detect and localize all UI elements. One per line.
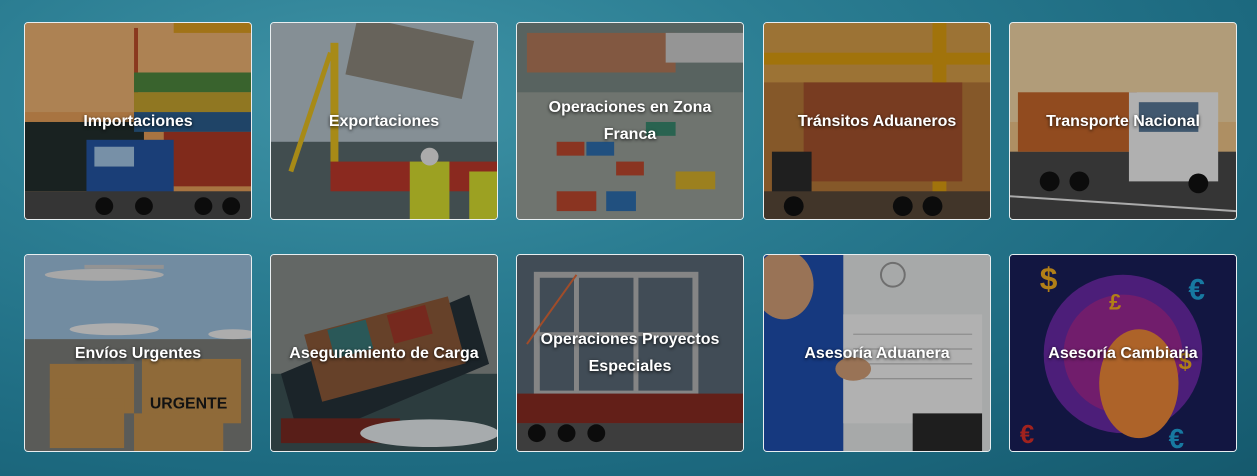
dollar-symbol: $ <box>1040 261 1058 297</box>
service-card-asesoria-aduanera[interactable]: Asesoría Aduanera <box>763 254 991 452</box>
container-crane-image <box>271 23 497 219</box>
container-truck-image <box>764 23 990 219</box>
pound-symbol: £ <box>1109 289 1121 314</box>
airplane-boxes-image: URGENTE <box>25 255 251 451</box>
image-overlay <box>1010 23 1236 219</box>
service-card-importaciones[interactable]: Importaciones <box>24 22 252 220</box>
ship-storm-image <box>271 255 497 451</box>
service-card-zona-franca[interactable]: Operaciones en Zona Franca <box>516 22 744 220</box>
image-overlay <box>25 255 251 451</box>
image-overlay <box>517 255 743 451</box>
service-label: Envíos Urgentes <box>74 344 202 362</box>
service-label: Aseguramiento de Carga <box>289 344 479 362</box>
euro-symbol: € <box>1169 423 1184 451</box>
service-card-asesoria-cambiaria[interactable]: $ £ € € $ € Asesoría Cambiaria <box>1009 254 1237 452</box>
image-overlay <box>271 23 497 219</box>
image-overlay <box>25 23 251 219</box>
dollar-symbol: $ <box>1179 348 1192 375</box>
image-overlay <box>271 255 497 451</box>
free-trade-zone-image <box>517 23 743 219</box>
service-label: Importaciones <box>83 112 193 130</box>
service-card-exportaciones[interactable]: Exportaciones <box>270 22 498 220</box>
service-label: Exportaciones <box>328 112 440 130</box>
image-overlay <box>764 255 990 451</box>
image-overlay <box>764 23 990 219</box>
euro-symbol: € <box>1020 421 1034 449</box>
service-label: Operaciones en Zona Franca <box>548 99 712 143</box>
special-cargo-image <box>517 255 743 451</box>
service-label: Tránsitos Aduaneros <box>797 112 957 130</box>
cargo-ship-truck-image <box>25 23 251 219</box>
customs-advisory-image <box>764 255 990 451</box>
service-card-transitos-aduaneros[interactable]: Tránsitos Aduaneros <box>763 22 991 220</box>
service-card-envios-urgentes[interactable]: URGENTE Envíos Urgentes <box>24 254 252 452</box>
national-truck-image <box>1010 23 1236 219</box>
service-card-proyectos-especiales[interactable]: Operaciones Proyectos Especiales <box>516 254 744 452</box>
image-overlay <box>517 23 743 219</box>
service-label: Asesoría Cambiaria <box>1048 344 1198 362</box>
service-card-aseguramiento-carga[interactable]: Aseguramiento de Carga <box>270 254 498 452</box>
urgent-box-text: URGENTE <box>150 395 227 412</box>
image-overlay <box>1010 255 1236 451</box>
service-label: Transporte Nacional <box>1046 112 1200 130</box>
service-label: Asesoría Aduanera <box>804 344 950 362</box>
euro-symbol: € <box>1188 274 1205 307</box>
service-card-transporte-nacional[interactable]: Transporte Nacional <box>1009 22 1237 220</box>
service-label: Operaciones Proyectos Especiales <box>540 331 720 375</box>
currency-globe-image: $ £ € € $ € <box>1010 255 1236 451</box>
